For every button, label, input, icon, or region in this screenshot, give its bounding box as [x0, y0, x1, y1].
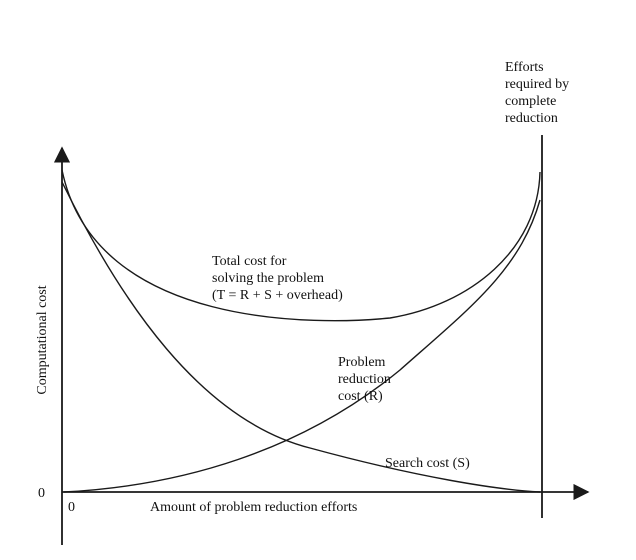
reduction-cost-label-line: cost (R): [338, 389, 383, 404]
total-cost-label-line: solving the problem: [212, 271, 324, 286]
total-cost-curve: [61, 169, 541, 322]
total-cost-label-line: (T = R + S + overhead): [212, 288, 343, 303]
x-axis-label: Amount of problem reduction efforts: [150, 500, 357, 515]
reduction-cost-label-line: reduction: [338, 372, 391, 387]
search-cost-label: Search cost (S): [385, 456, 470, 471]
boundary-label-line: required by: [505, 77, 569, 92]
boundary-label-line: Efforts: [505, 60, 544, 75]
y-axis-label: Computational cost: [35, 285, 50, 394]
search-cost-curve: [61, 181, 541, 493]
boundary-label-line: reduction: [505, 111, 558, 126]
y-origin-label: 0: [38, 486, 45, 501]
total-cost-label-line: Total cost for: [212, 254, 287, 269]
reduction-cost-label-line: Problem: [338, 355, 386, 370]
boundary-label: Efforts required by complete reduction: [505, 60, 569, 126]
boundary-label-line: complete: [505, 94, 556, 109]
x-origin-label: 0: [68, 500, 75, 515]
total-cost-label: Total cost for solving the problem (T = …: [212, 254, 343, 303]
problem-reduction-cost-curve: [63, 199, 541, 493]
reduction-cost-label: Problem reduction cost (R): [338, 355, 391, 404]
